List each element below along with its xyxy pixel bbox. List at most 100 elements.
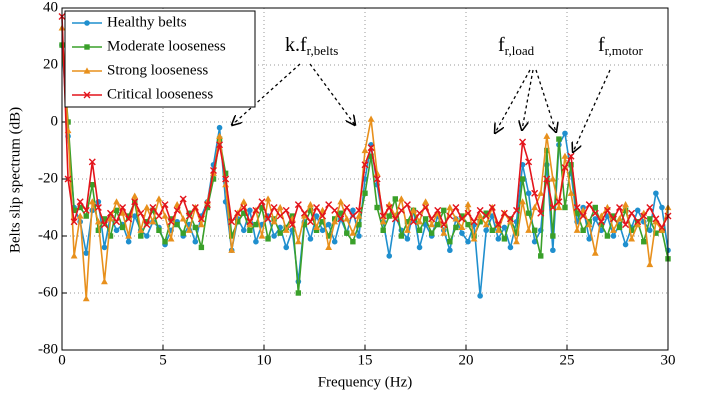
marker <box>531 238 538 245</box>
marker <box>258 232 266 239</box>
marker <box>640 212 648 220</box>
marker <box>422 198 429 205</box>
series <box>58 13 672 231</box>
marker <box>77 204 83 211</box>
marker <box>513 238 520 245</box>
marker <box>319 212 327 220</box>
marker <box>350 239 356 245</box>
marker <box>71 207 77 214</box>
marker <box>149 218 157 225</box>
marker <box>235 219 241 225</box>
marker <box>343 215 351 222</box>
marker <box>652 218 660 225</box>
marker <box>397 206 405 214</box>
marker <box>216 132 223 139</box>
plot-frame <box>61 7 669 351</box>
marker <box>283 244 290 251</box>
marker <box>82 206 90 214</box>
marker <box>149 204 157 211</box>
marker <box>659 204 665 211</box>
marker <box>428 230 435 236</box>
marker <box>519 176 526 182</box>
marker <box>392 196 398 202</box>
marker <box>307 207 314 214</box>
marker <box>131 192 139 199</box>
marker <box>361 161 369 169</box>
marker <box>210 166 217 174</box>
marker <box>137 209 145 217</box>
marker <box>428 221 436 228</box>
marker <box>131 213 138 219</box>
marker <box>325 233 332 239</box>
x-tick-label: 30 <box>661 352 676 368</box>
marker <box>337 215 345 223</box>
marker <box>125 213 132 219</box>
marker <box>276 203 284 211</box>
marker <box>482 221 490 228</box>
y-tick-label: 0 <box>51 113 59 129</box>
marker <box>313 204 321 211</box>
marker <box>404 236 411 242</box>
marker <box>88 198 96 205</box>
marker <box>579 212 587 220</box>
marker <box>573 204 581 211</box>
marker <box>622 207 629 214</box>
y-tick-label: -20 <box>38 170 58 186</box>
marker <box>379 212 387 220</box>
marker <box>113 227 120 234</box>
marker <box>416 218 423 225</box>
marker <box>350 207 356 214</box>
marker <box>507 218 514 225</box>
marker <box>458 215 466 223</box>
marker <box>95 227 102 233</box>
marker <box>465 238 471 245</box>
marker <box>301 221 308 228</box>
marker <box>150 207 156 214</box>
annotation: fr,load <box>498 34 535 58</box>
marker <box>453 224 459 231</box>
marker <box>76 212 84 219</box>
legend-label: Strong looseness <box>107 62 208 78</box>
marker <box>628 235 636 242</box>
marker <box>470 235 478 242</box>
marker <box>185 212 193 220</box>
x-tick-label: 25 <box>560 352 575 368</box>
marker <box>465 221 471 228</box>
marker <box>476 212 484 219</box>
marker <box>222 175 230 183</box>
marker <box>592 216 599 222</box>
marker <box>191 204 199 211</box>
marker <box>550 247 556 254</box>
marker <box>125 238 132 245</box>
marker <box>307 236 314 242</box>
marker <box>83 213 89 219</box>
marker <box>386 213 392 219</box>
marker <box>161 212 169 219</box>
marker <box>155 212 163 220</box>
marker <box>464 209 472 217</box>
x-tick-label: 10 <box>257 352 272 368</box>
marker <box>525 190 532 197</box>
marker <box>355 206 363 214</box>
marker <box>567 189 575 196</box>
marker <box>203 201 211 209</box>
marker <box>634 218 642 226</box>
marker <box>253 221 259 228</box>
marker <box>337 198 345 205</box>
marker <box>574 210 580 216</box>
marker <box>464 201 472 208</box>
marker <box>271 233 277 239</box>
legend-label: Critical looseness <box>107 86 213 102</box>
marker <box>107 233 114 239</box>
marker <box>101 278 108 285</box>
marker <box>119 209 126 216</box>
marker <box>373 175 381 183</box>
marker <box>434 206 442 214</box>
marker <box>294 201 302 209</box>
marker <box>549 204 557 211</box>
marker <box>598 221 605 228</box>
marker <box>192 238 199 245</box>
marker <box>494 221 502 229</box>
marker <box>435 221 441 228</box>
marker <box>428 215 436 223</box>
